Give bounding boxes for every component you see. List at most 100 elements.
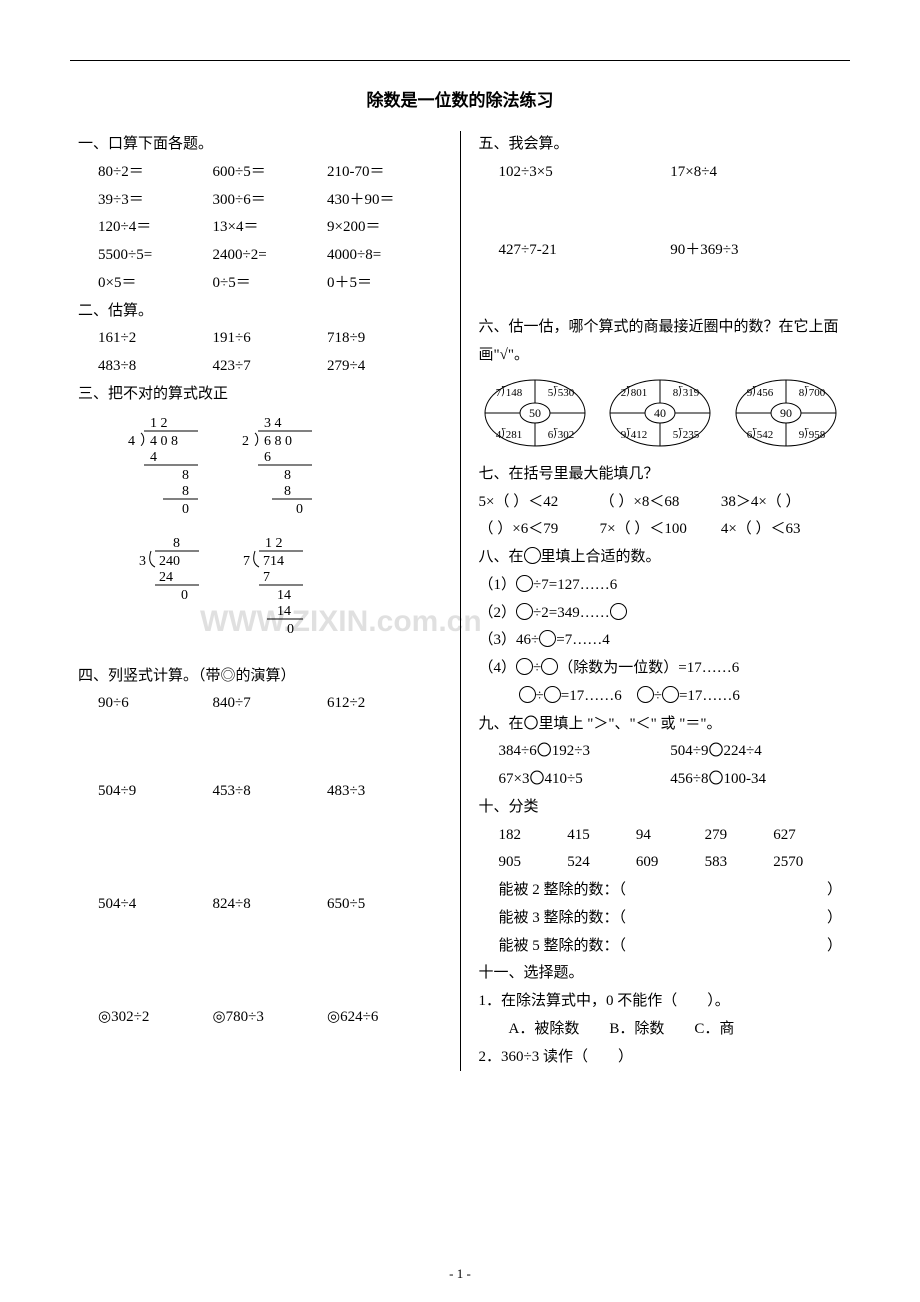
num: 182: [499, 822, 568, 850]
s4-row: 504÷4824÷8650÷5: [78, 891, 442, 919]
svg-text:8⟌700: 8⟌700: [799, 386, 826, 399]
circle-blank-icon: [544, 686, 561, 703]
cell: 0×5＝: [98, 270, 213, 298]
cell: 161÷2: [98, 325, 213, 353]
section-5-title: 五、我会算。: [479, 131, 843, 159]
circle-diagrams: 50 7⟌148 5⟌530 4⟌281 6⟌302 40 2⟌801 8⟌31…: [479, 376, 843, 451]
svg-text:4 0 8: 4 0 8: [150, 434, 178, 449]
s9-row: 67×3〇410÷5456÷8〇100-34: [479, 766, 843, 794]
cell: 612÷2: [327, 690, 442, 718]
s1-row: 80÷2＝600÷5＝210-70＝: [78, 159, 442, 187]
svg-text:4⟌281: 4⟌281: [495, 428, 521, 441]
svg-text:9⟌412: 9⟌412: [621, 428, 647, 441]
section-4-title: 四、列竖式计算。（带◎的演算）: [78, 663, 442, 691]
cell: 210-70＝: [327, 159, 442, 187]
cell: （ ）×6＜79: [479, 516, 600, 544]
s9-row: 384÷6〇192÷3504÷9〇224÷4: [479, 738, 843, 766]
txt: 能被 2 整除的数：（: [499, 877, 627, 905]
num: 583: [705, 849, 774, 877]
s1-row: 5500÷5=2400÷2=4000÷8=: [78, 242, 442, 270]
s10-q: 能被 2 整除的数：（）: [479, 877, 843, 905]
cell: 650÷5: [327, 891, 442, 919]
svg-text:6 8 0: 6 8 0: [264, 434, 292, 449]
svg-text:9⟌958: 9⟌958: [799, 428, 826, 441]
longdiv-p1: 1 2 4 ） 4 0 8 4 8 8 0: [118, 413, 228, 523]
svg-text:8: 8: [182, 484, 189, 499]
cell: 0＋5＝: [327, 270, 442, 298]
svg-text:8⟌319: 8⟌319: [673, 386, 700, 399]
num: 609: [636, 849, 705, 877]
s11-q1-options: A．被除数 B．除数 C．商: [479, 1016, 843, 1044]
txt: ÷7=127……6: [533, 577, 617, 593]
circle-blank-icon: [541, 658, 558, 675]
cell: 80÷2＝: [98, 159, 213, 187]
txt: （4）: [479, 660, 517, 676]
num: 279: [705, 822, 774, 850]
s7-row: 5×（ ）＜42（ ）×8＜6838＞4×（ ）: [479, 489, 843, 517]
svg-text:8: 8: [182, 468, 189, 483]
cell: 430＋90＝: [327, 187, 442, 215]
cell: ◎780÷3: [213, 1004, 328, 1032]
svg-text:2⟌801: 2⟌801: [621, 386, 647, 399]
circle-diagram: 50 7⟌148 5⟌530 4⟌281 6⟌302: [479, 376, 591, 451]
num: 415: [567, 822, 636, 850]
s8-b: 里填上合适的数。: [541, 549, 661, 565]
svg-text:0: 0: [182, 502, 189, 517]
section-6-title: 六、估一估，哪个算式的商最接近圈中的数？在它上面画"√"。: [479, 314, 843, 370]
svg-text:8: 8: [284, 468, 291, 483]
cell: 427÷7-21: [499, 237, 671, 265]
circle-blank-icon: [637, 686, 654, 703]
s4-row: 90÷6840÷7612÷2: [78, 690, 442, 718]
svg-text:14: 14: [277, 588, 291, 603]
txt: =7……4: [556, 632, 609, 648]
s8-line: （2）÷2=349……: [479, 600, 843, 628]
txt: ÷: [654, 688, 662, 704]
cell: 90÷6: [98, 690, 213, 718]
svg-text:7⟌148: 7⟌148: [495, 386, 522, 399]
cell: 300÷6＝: [213, 187, 328, 215]
cell: 840÷7: [213, 690, 328, 718]
s2-row: 483÷8423÷7279÷4: [78, 353, 442, 381]
circle-blank-icon: [516, 658, 533, 675]
s4-row: 504÷9453÷8483÷3: [78, 778, 442, 806]
cell: 600÷5＝: [213, 159, 328, 187]
s10-numbers: 182 415 94 279 627 905 524 609 583 2570: [479, 822, 843, 878]
cell: ◎624÷6: [327, 1004, 442, 1032]
cell: 120÷4＝: [98, 214, 213, 242]
cell: 39÷3＝: [98, 187, 213, 215]
cell: 456÷8〇100-34: [670, 766, 842, 794]
cell: 453÷8: [213, 778, 328, 806]
s1-row: 0×5＝0÷5＝0＋5＝: [78, 270, 442, 298]
right-column: 五、我会算。 102÷3×517×8÷4 427÷7-2190＋369÷3 六、…: [461, 131, 851, 1071]
svg-text:50: 50: [529, 406, 541, 420]
longdiv-p4: 1 2 7 714 7 14 14 0: [237, 533, 337, 653]
left-column: 一、口算下面各题。 80÷2＝600÷5＝210-70＝ 39÷3＝300÷6＝…: [70, 131, 461, 1071]
num: 524: [567, 849, 636, 877]
svg-text:2: 2: [242, 434, 249, 449]
circle-blank-icon: [524, 547, 541, 564]
txt: 能被 5 整除的数：（: [499, 933, 627, 961]
num: 2570: [773, 849, 842, 877]
cell: 38＞4×（ ）: [721, 489, 842, 517]
s2-row: 161÷2191÷6718÷9: [78, 325, 442, 353]
page-title: 除数是一位数的除法练习: [70, 86, 850, 111]
s8-line: （3）46÷=7……4: [479, 627, 843, 655]
svg-text:0: 0: [296, 502, 303, 517]
txt: =17……6: [561, 688, 637, 704]
main-columns: 一、口算下面各题。 80÷2＝600÷5＝210-70＝ 39÷3＝300÷6＝…: [70, 131, 850, 1071]
s11-q1: 1．在除法算式中，0 不能作（ ）。: [479, 988, 843, 1016]
s8-line: （1）÷7=127……6: [479, 572, 843, 600]
txt: （2）: [479, 605, 517, 621]
long-division-row: 1 2 4 ） 4 0 8 4 8 8 0 3 4 2 ） 6 8 0 6: [78, 413, 442, 523]
svg-text:7: 7: [263, 570, 270, 585]
svg-text:24: 24: [159, 570, 173, 585]
txt: ）: [827, 905, 842, 933]
cell: 0÷5＝: [213, 270, 328, 298]
cell: 4×（ ）＜63: [721, 516, 842, 544]
txt: ）: [827, 933, 842, 961]
svg-text:7: 7: [243, 554, 250, 569]
s8-a: 八、在: [479, 549, 524, 565]
cell: 7×（ ）＜100: [600, 516, 721, 544]
svg-text:5⟌235: 5⟌235: [673, 428, 700, 441]
svg-text:9⟌456: 9⟌456: [747, 386, 774, 399]
